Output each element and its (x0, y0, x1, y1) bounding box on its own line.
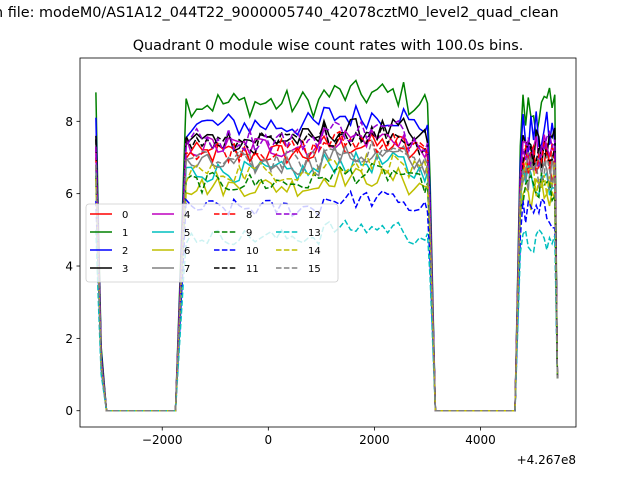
y-axis: 0 2 4 6 8 (65, 115, 80, 418)
legend-box (85, 203, 339, 283)
y-tick-label: 4 (65, 260, 73, 274)
y-tick-label: 0 (65, 404, 73, 418)
legend-label-10: 10 (246, 246, 259, 257)
x-tick-label: 0 (265, 433, 273, 447)
series-line-15 (95, 138, 559, 412)
legend-label-8: 8 (246, 210, 252, 221)
legend-label-5: 5 (184, 228, 190, 239)
figure-suptitle: n file: modeM0/AS1A12_044T22_9000005740_… (0, 5, 559, 21)
series-line-9 (95, 162, 559, 412)
y-tick-label: 8 (65, 115, 73, 129)
series-line-1 (95, 79, 559, 412)
legend-label-4: 4 (184, 210, 190, 221)
y-tick-label: 2 (65, 332, 73, 346)
x-offset-label: +4.267e8 (517, 453, 576, 467)
series-layer (95, 79, 559, 412)
legend-label-3: 3 (122, 264, 128, 275)
legend-label-7: 7 (184, 264, 190, 275)
series-line-7 (95, 143, 559, 412)
x-tick-label: 4000 (465, 433, 496, 447)
x-axis: −2000 0 2000 4000 (142, 427, 496, 447)
legend-label-6: 6 (184, 246, 190, 257)
legend-label-0: 0 (122, 210, 128, 221)
series-line-12 (95, 119, 559, 412)
series-line-8 (95, 130, 559, 412)
legend-label-2: 2 (122, 246, 128, 257)
x-tick-label: −2000 (142, 433, 183, 447)
series-line-10 (95, 189, 559, 412)
legend-label-11: 11 (246, 264, 259, 275)
legend-label-9: 9 (246, 228, 252, 239)
legend-label-12: 12 (308, 210, 321, 221)
legend-label-14: 14 (308, 246, 321, 257)
y-tick-label: 6 (65, 187, 73, 201)
legend-label-13: 13 (308, 228, 321, 239)
x-tick-label: 2000 (359, 433, 390, 447)
chart-title: Quadrant 0 module wise count rates with … (133, 38, 524, 54)
legend-label-1: 1 (122, 228, 128, 239)
series-line-11 (95, 122, 559, 412)
legend-label-15: 15 (308, 264, 321, 275)
axes-frame (79, 57, 577, 428)
